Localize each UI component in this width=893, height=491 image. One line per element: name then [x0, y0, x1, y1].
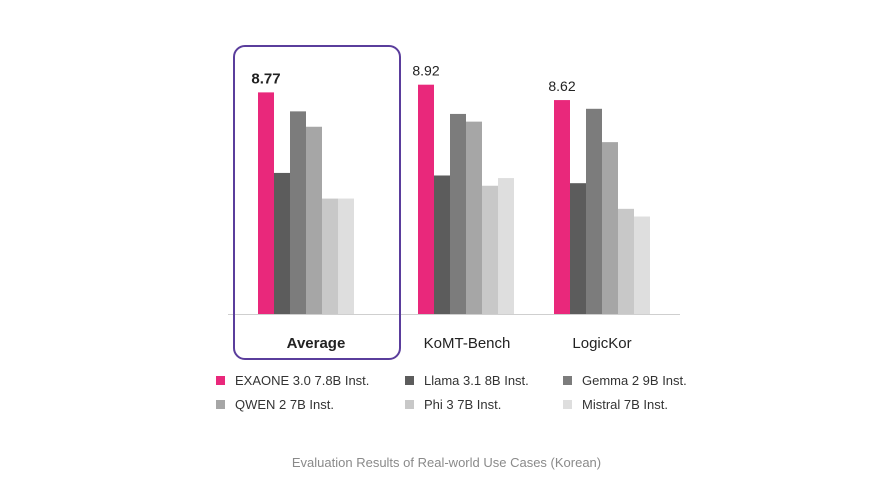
legend-swatch — [405, 376, 414, 385]
bar-logickor-qwen-2-7b-inst — [602, 142, 618, 314]
average-highlight-box — [233, 45, 401, 360]
legend-item-qwen-2-7b-inst: QWEN 2 7B Inst. — [216, 397, 334, 412]
legend-item-exaone-3-0-7-8b-inst: EXAONE 3.0 7.8B Inst. — [216, 373, 369, 388]
bar-average-exaone-3-0-7-8b-inst — [258, 92, 274, 314]
labels-group: 8.77 Average 8.92 KoMT-Bench 8.62 LogicKor — [251, 63, 631, 352]
bar-logickor-gemma-2-9b-inst — [586, 108, 602, 314]
legend-swatch — [216, 376, 225, 385]
figure-caption: Evaluation Results of Real-world Use Cas… — [291, 455, 602, 470]
chart-plot: 8.77 Average 8.92 KoMT-Bench 8.62 LogicKor — [228, 45, 680, 360]
legend-label: Mistral 7B Inst. — [582, 397, 668, 412]
legend-label: QWEN 2 7B Inst. — [235, 397, 334, 412]
legend-item-llama-3-1-8b-inst: Llama 3.1 8B Inst. — [405, 373, 529, 388]
bar-logickor-mistral-7b-inst — [634, 216, 650, 314]
legend-label: Gemma 2 9B Inst. — [582, 373, 687, 388]
bar-average-mistral-7b-inst — [338, 198, 354, 314]
bars-group — [258, 84, 650, 315]
bar-komt-bench-gemma-2-9b-inst — [450, 113, 466, 315]
category-label-average: Average — [287, 335, 346, 352]
category-label-komt-bench: KoMT-Bench — [424, 335, 511, 352]
bar-komt-bench-mistral-7b-inst — [498, 178, 514, 314]
legend-item-phi-3-7b-inst: Phi 3 7B Inst. — [405, 397, 501, 412]
data-label-logickor: 8.62 — [548, 78, 575, 94]
legend-swatch — [563, 376, 572, 385]
legend-item-mistral-7b-inst: Mistral 7B Inst. — [563, 397, 668, 412]
bar-average-qwen-2-7b-inst — [306, 126, 322, 314]
legend-swatch — [405, 400, 414, 409]
legend-item-gemma-2-9b-inst: Gemma 2 9B Inst. — [563, 373, 687, 388]
bar-komt-bench-llama-3-1-8b-inst — [434, 175, 450, 314]
legend-swatch — [563, 400, 572, 409]
bar-average-llama-3-1-8b-inst — [274, 172, 290, 314]
bar-komt-bench-exaone-3-0-7-8b-inst — [418, 84, 434, 315]
bar-komt-bench-phi-3-7b-inst — [482, 185, 498, 314]
legend-label: EXAONE 3.0 7.8B Inst. — [235, 373, 370, 388]
data-label-average: 8.77 — [251, 70, 280, 87]
bar-logickor-llama-3-1-8b-inst — [570, 183, 586, 314]
legend-label: Llama 3.1 8B Inst. — [424, 373, 529, 388]
bar-average-phi-3-7b-inst — [322, 198, 338, 314]
bar-logickor-phi-3-7b-inst — [618, 208, 634, 314]
category-label-logickor: LogicKor — [572, 335, 631, 352]
legend-label: Phi 3 7B Inst. — [424, 397, 502, 412]
bar-average-gemma-2-9b-inst — [290, 111, 306, 315]
bar-komt-bench-qwen-2-7b-inst — [466, 121, 482, 314]
data-label-komt-bench: 8.92 — [412, 63, 439, 79]
legend-swatch — [216, 400, 225, 409]
bar-logickor-exaone-3-0-7-8b-inst — [554, 100, 570, 314]
